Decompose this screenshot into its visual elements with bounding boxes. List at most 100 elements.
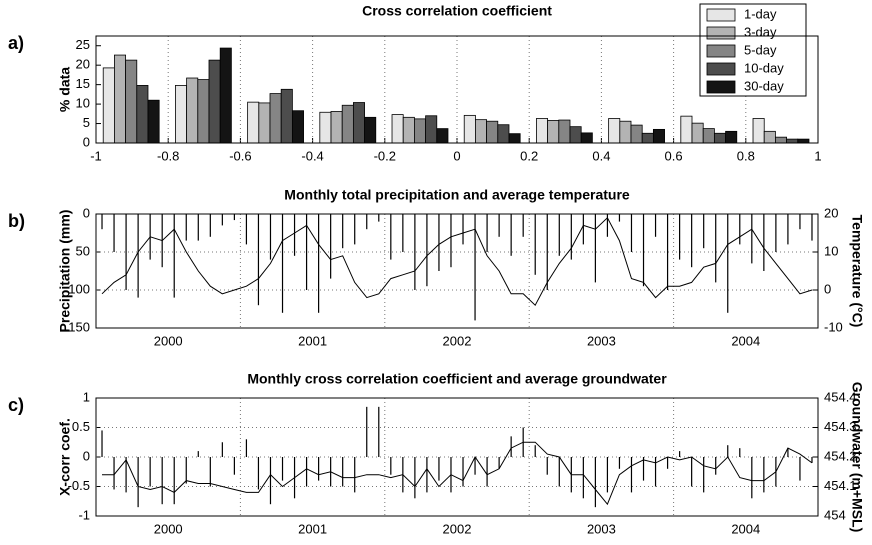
bar — [293, 214, 296, 256]
bar — [209, 214, 211, 237]
x-tick-label: 2001 — [298, 521, 327, 536]
bar — [197, 79, 210, 144]
bar — [414, 214, 416, 290]
bar — [691, 214, 693, 268]
bar — [125, 214, 127, 290]
y-tick-label: 0.5 — [72, 419, 90, 434]
y2-tick-label: 454.2 — [824, 448, 857, 463]
bar — [102, 67, 115, 144]
y-axis-label: Precipitation (mm) — [57, 210, 73, 333]
bar — [752, 118, 765, 144]
y2-tick-label: -10 — [824, 319, 843, 334]
bar — [715, 457, 717, 475]
bar — [725, 130, 738, 144]
bar — [594, 457, 596, 508]
bar — [354, 214, 356, 245]
bar — [751, 457, 753, 499]
bar — [114, 54, 127, 144]
x-tick-label: 2001 — [298, 333, 327, 348]
bar — [258, 102, 271, 144]
bar — [269, 93, 282, 144]
bar — [101, 430, 103, 457]
bar — [391, 114, 404, 144]
x-tick-label: -0.4 — [301, 148, 323, 163]
bar — [797, 138, 810, 144]
y2-axis-label: Groundwater (m+MSL) — [849, 382, 865, 533]
panel-label: a) — [8, 33, 24, 53]
y-tick-label: 0 — [83, 134, 90, 149]
legend-label: 3-day — [744, 24, 777, 39]
bar — [208, 59, 221, 144]
bar — [486, 457, 488, 487]
bar — [618, 457, 621, 469]
bar — [522, 214, 524, 237]
bar — [508, 133, 521, 144]
bar — [702, 128, 715, 144]
bar — [247, 101, 260, 144]
legend-label: 30-day — [744, 78, 784, 93]
bar — [654, 457, 657, 487]
x-tick-label: -0.8 — [157, 148, 179, 163]
y-axis-label: X-corr coef. — [57, 418, 73, 496]
bar — [269, 214, 272, 260]
chart-title: Monthly total precipitation and average … — [284, 187, 630, 203]
bar — [666, 214, 669, 290]
y-tick-label: 15 — [76, 76, 90, 91]
bar — [378, 214, 380, 222]
bar — [402, 214, 404, 252]
bar — [221, 442, 223, 457]
bar — [546, 214, 548, 290]
bar — [727, 445, 729, 457]
bar — [536, 118, 549, 144]
bar — [787, 448, 789, 457]
bar — [269, 457, 272, 505]
bar — [280, 88, 293, 144]
y2-tick-label: 10 — [824, 243, 838, 258]
y-axis-label: % data — [57, 67, 73, 112]
y2-tick-label: 454.3 — [824, 419, 857, 434]
x-tick-label: 0.4 — [592, 148, 610, 163]
chart-title: Monthly cross correlation coefficient an… — [247, 371, 667, 387]
legend-swatch — [706, 44, 736, 58]
y2-tick-label: 454.4 — [824, 389, 857, 404]
x-tick-label: 2003 — [587, 333, 616, 348]
bar — [787, 214, 789, 245]
bar — [703, 457, 705, 493]
plot-frame — [95, 213, 819, 329]
bar — [233, 214, 235, 221]
bar — [606, 214, 609, 237]
line — [101, 216, 813, 307]
bar — [510, 436, 512, 457]
x-tick-label: 2004 — [731, 333, 760, 348]
bar — [366, 214, 368, 230]
y-tick-label: 150 — [68, 319, 90, 334]
bar — [594, 214, 596, 283]
y-tick-label: 0 — [83, 448, 90, 463]
x-tick-label: -0.2 — [374, 148, 396, 163]
bar — [219, 47, 232, 144]
bar — [715, 214, 717, 283]
bar — [462, 457, 464, 487]
plot-frame — [95, 397, 819, 517]
bar — [570, 214, 572, 260]
bar — [799, 214, 801, 230]
bar — [186, 77, 199, 144]
bar — [257, 214, 260, 306]
x-tick-label: -1 — [90, 148, 102, 163]
bar — [173, 457, 175, 505]
bar — [811, 214, 813, 241]
bar — [569, 126, 582, 144]
bar — [498, 457, 500, 469]
bar — [608, 118, 621, 144]
y-tick-label: 20 — [76, 57, 90, 72]
bar — [751, 214, 753, 264]
legend-swatch — [706, 80, 736, 94]
bar — [378, 406, 380, 457]
y2-tick-label: 454 — [824, 507, 846, 522]
bar — [414, 118, 426, 144]
bar — [739, 448, 741, 457]
bar — [679, 214, 681, 260]
bar — [352, 102, 365, 144]
y2-tick-label: 20 — [824, 205, 838, 220]
